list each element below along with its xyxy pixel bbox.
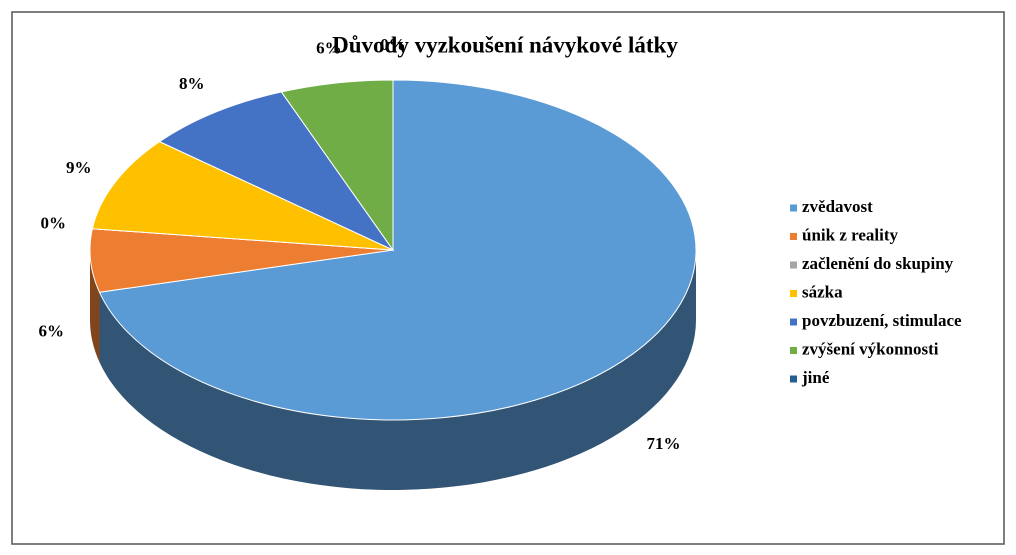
- legend-label: jiné: [801, 368, 830, 387]
- legend-swatch: [790, 233, 797, 240]
- legend-label: povzbuzení, stimulace: [802, 311, 962, 330]
- slice-side: [99, 250, 697, 490]
- legend-swatch: [790, 290, 797, 297]
- slice: [158, 91, 395, 252]
- data-label: 6%: [39, 322, 65, 341]
- legend-swatch: [790, 204, 797, 212]
- legend-swatch: [790, 261, 797, 269]
- slice-side: [90, 250, 100, 363]
- legend-label: zvýšení výkonnosti: [802, 339, 939, 358]
- data-label: 6%: [316, 39, 342, 58]
- data-label: 71%: [647, 434, 681, 453]
- legend-swatch: [790, 318, 797, 326]
- data-label: 0%: [380, 35, 406, 54]
- slice: [98, 79, 697, 421]
- legend-label: zvědavost: [802, 197, 873, 216]
- legend-label: začlenění do skupiny: [802, 254, 954, 273]
- legend-swatch: [790, 347, 797, 354]
- chart-title: Důvody vyzkoušení návykové látky: [332, 32, 678, 57]
- legend-swatch: [790, 375, 797, 383]
- legend-label: únik z reality: [802, 225, 899, 244]
- data-label: 8%: [179, 74, 205, 93]
- data-label: 9%: [66, 158, 92, 177]
- slice: [91, 141, 394, 251]
- legend-label: sázka: [802, 282, 843, 301]
- data-label: 0%: [41, 213, 67, 232]
